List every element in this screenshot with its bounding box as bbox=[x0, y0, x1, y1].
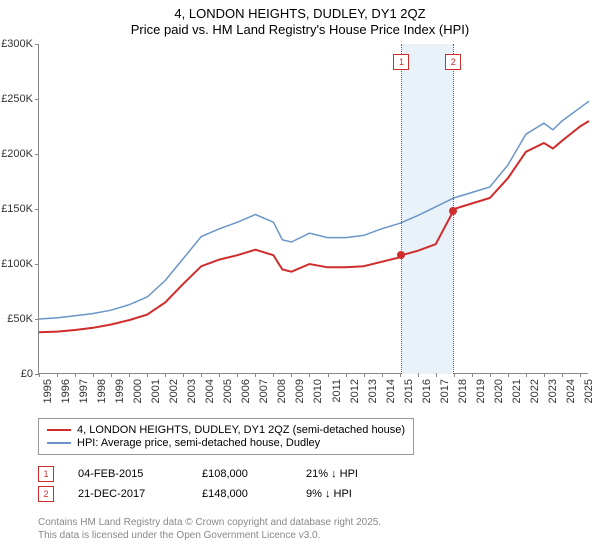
x-axis-label: 1995 bbox=[42, 379, 54, 403]
marker-vline bbox=[401, 44, 402, 374]
x-axis-label: 2017 bbox=[439, 379, 451, 403]
x-axis-label: 2012 bbox=[349, 379, 361, 403]
title-block: 4, LONDON HEIGHTS, DUDLEY, DY1 2QZ Price… bbox=[0, 0, 600, 37]
x-axis-label: 2024 bbox=[565, 379, 577, 403]
title-address: 4, LONDON HEIGHTS, DUDLEY, DY1 2QZ bbox=[0, 6, 600, 21]
x-axis-label: 2020 bbox=[493, 379, 505, 403]
x-axis-label: 2004 bbox=[204, 379, 216, 403]
x-axis-label: 2013 bbox=[367, 379, 379, 403]
transaction-row: 1 04-FEB-2015 £108,000 21% ↓ HPI bbox=[38, 466, 406, 482]
y-axis-label: £100K bbox=[0, 258, 33, 270]
x-axis-label: 2019 bbox=[475, 379, 487, 403]
transaction-date: 21-DEC-2017 bbox=[78, 488, 178, 500]
legend-label-hpi: HPI: Average price, semi-detached house,… bbox=[77, 437, 320, 449]
y-axis-label: £300K bbox=[0, 38, 33, 50]
transaction-marker-box: 2 bbox=[38, 486, 54, 502]
legend-swatch-hpi bbox=[47, 442, 71, 444]
x-axis-label: 2007 bbox=[258, 379, 270, 403]
plot-region: 12 bbox=[38, 44, 588, 374]
x-axis-label: 2009 bbox=[294, 379, 306, 403]
chart-lines bbox=[39, 44, 589, 374]
attribution: Contains HM Land Registry data © Crown c… bbox=[38, 516, 381, 542]
transaction-marker-box: 1 bbox=[38, 466, 54, 482]
attribution-line1: Contains HM Land Registry data © Crown c… bbox=[38, 516, 381, 529]
x-axis-label: 2001 bbox=[150, 379, 162, 403]
title-subtitle: Price paid vs. HM Land Registry's House … bbox=[0, 22, 600, 37]
x-axis-label: 2000 bbox=[132, 379, 144, 403]
x-axis-label: 2003 bbox=[186, 379, 198, 403]
x-axis-label: 2005 bbox=[222, 379, 234, 403]
x-axis-label: 1997 bbox=[78, 379, 90, 403]
marker-label-box: 2 bbox=[445, 54, 461, 70]
y-axis-label: £250K bbox=[0, 93, 33, 105]
x-axis-label: 2011 bbox=[331, 379, 343, 403]
series-line-price_paid bbox=[39, 121, 589, 332]
transaction-row: 2 21-DEC-2017 £148,000 9% ↓ HPI bbox=[38, 486, 406, 502]
x-axis-label: 2010 bbox=[312, 379, 324, 403]
transaction-hpi: 9% ↓ HPI bbox=[306, 488, 406, 500]
x-axis-label: 2023 bbox=[547, 379, 559, 403]
chart-area: 12 £0£50K£100K£150K£200K£250K£300K 19951… bbox=[38, 44, 588, 374]
chart-container: 4, LONDON HEIGHTS, DUDLEY, DY1 2QZ Price… bbox=[0, 0, 600, 560]
x-axis-label: 2002 bbox=[168, 379, 180, 403]
transaction-price: £148,000 bbox=[202, 488, 282, 500]
legend-label-price: 4, LONDON HEIGHTS, DUDLEY, DY1 2QZ (semi… bbox=[77, 424, 405, 436]
legend-row: 4, LONDON HEIGHTS, DUDLEY, DY1 2QZ (semi… bbox=[47, 424, 405, 436]
attribution-line2: This data is licensed under the Open Gov… bbox=[38, 529, 381, 542]
x-axis-label: 2006 bbox=[240, 379, 252, 403]
x-axis-label: 2008 bbox=[276, 379, 288, 403]
transaction-hpi: 21% ↓ HPI bbox=[306, 468, 406, 480]
x-axis-label: 2022 bbox=[529, 379, 541, 403]
x-axis-label: 1996 bbox=[60, 379, 72, 403]
x-axis-label: 1999 bbox=[114, 379, 126, 403]
legend-row: HPI: Average price, semi-detached house,… bbox=[47, 437, 405, 449]
series-line-hpi bbox=[39, 101, 589, 319]
x-axis-label: 2014 bbox=[385, 379, 397, 403]
y-axis-label: £0 bbox=[0, 368, 33, 380]
x-axis-label: 1998 bbox=[96, 379, 108, 403]
x-axis-label: 2021 bbox=[511, 379, 523, 403]
legend-swatch-price bbox=[47, 429, 71, 431]
x-axis-label: 2015 bbox=[403, 379, 415, 403]
marker-label-box: 1 bbox=[393, 54, 409, 70]
marker-dot bbox=[449, 207, 457, 215]
marker-dot bbox=[397, 251, 405, 259]
x-axis-label: 2016 bbox=[421, 379, 433, 403]
transaction-price: £108,000 bbox=[202, 468, 282, 480]
y-axis-label: £150K bbox=[0, 203, 33, 215]
transactions-table: 1 04-FEB-2015 £108,000 21% ↓ HPI 2 21-DE… bbox=[38, 462, 406, 506]
x-axis-label: 2018 bbox=[457, 379, 469, 403]
y-axis-label: £200K bbox=[0, 148, 33, 160]
transaction-date: 04-FEB-2015 bbox=[78, 468, 178, 480]
legend: 4, LONDON HEIGHTS, DUDLEY, DY1 2QZ (semi… bbox=[38, 418, 414, 455]
y-axis-label: £50K bbox=[0, 313, 33, 325]
x-axis-label: 2025 bbox=[583, 379, 595, 403]
